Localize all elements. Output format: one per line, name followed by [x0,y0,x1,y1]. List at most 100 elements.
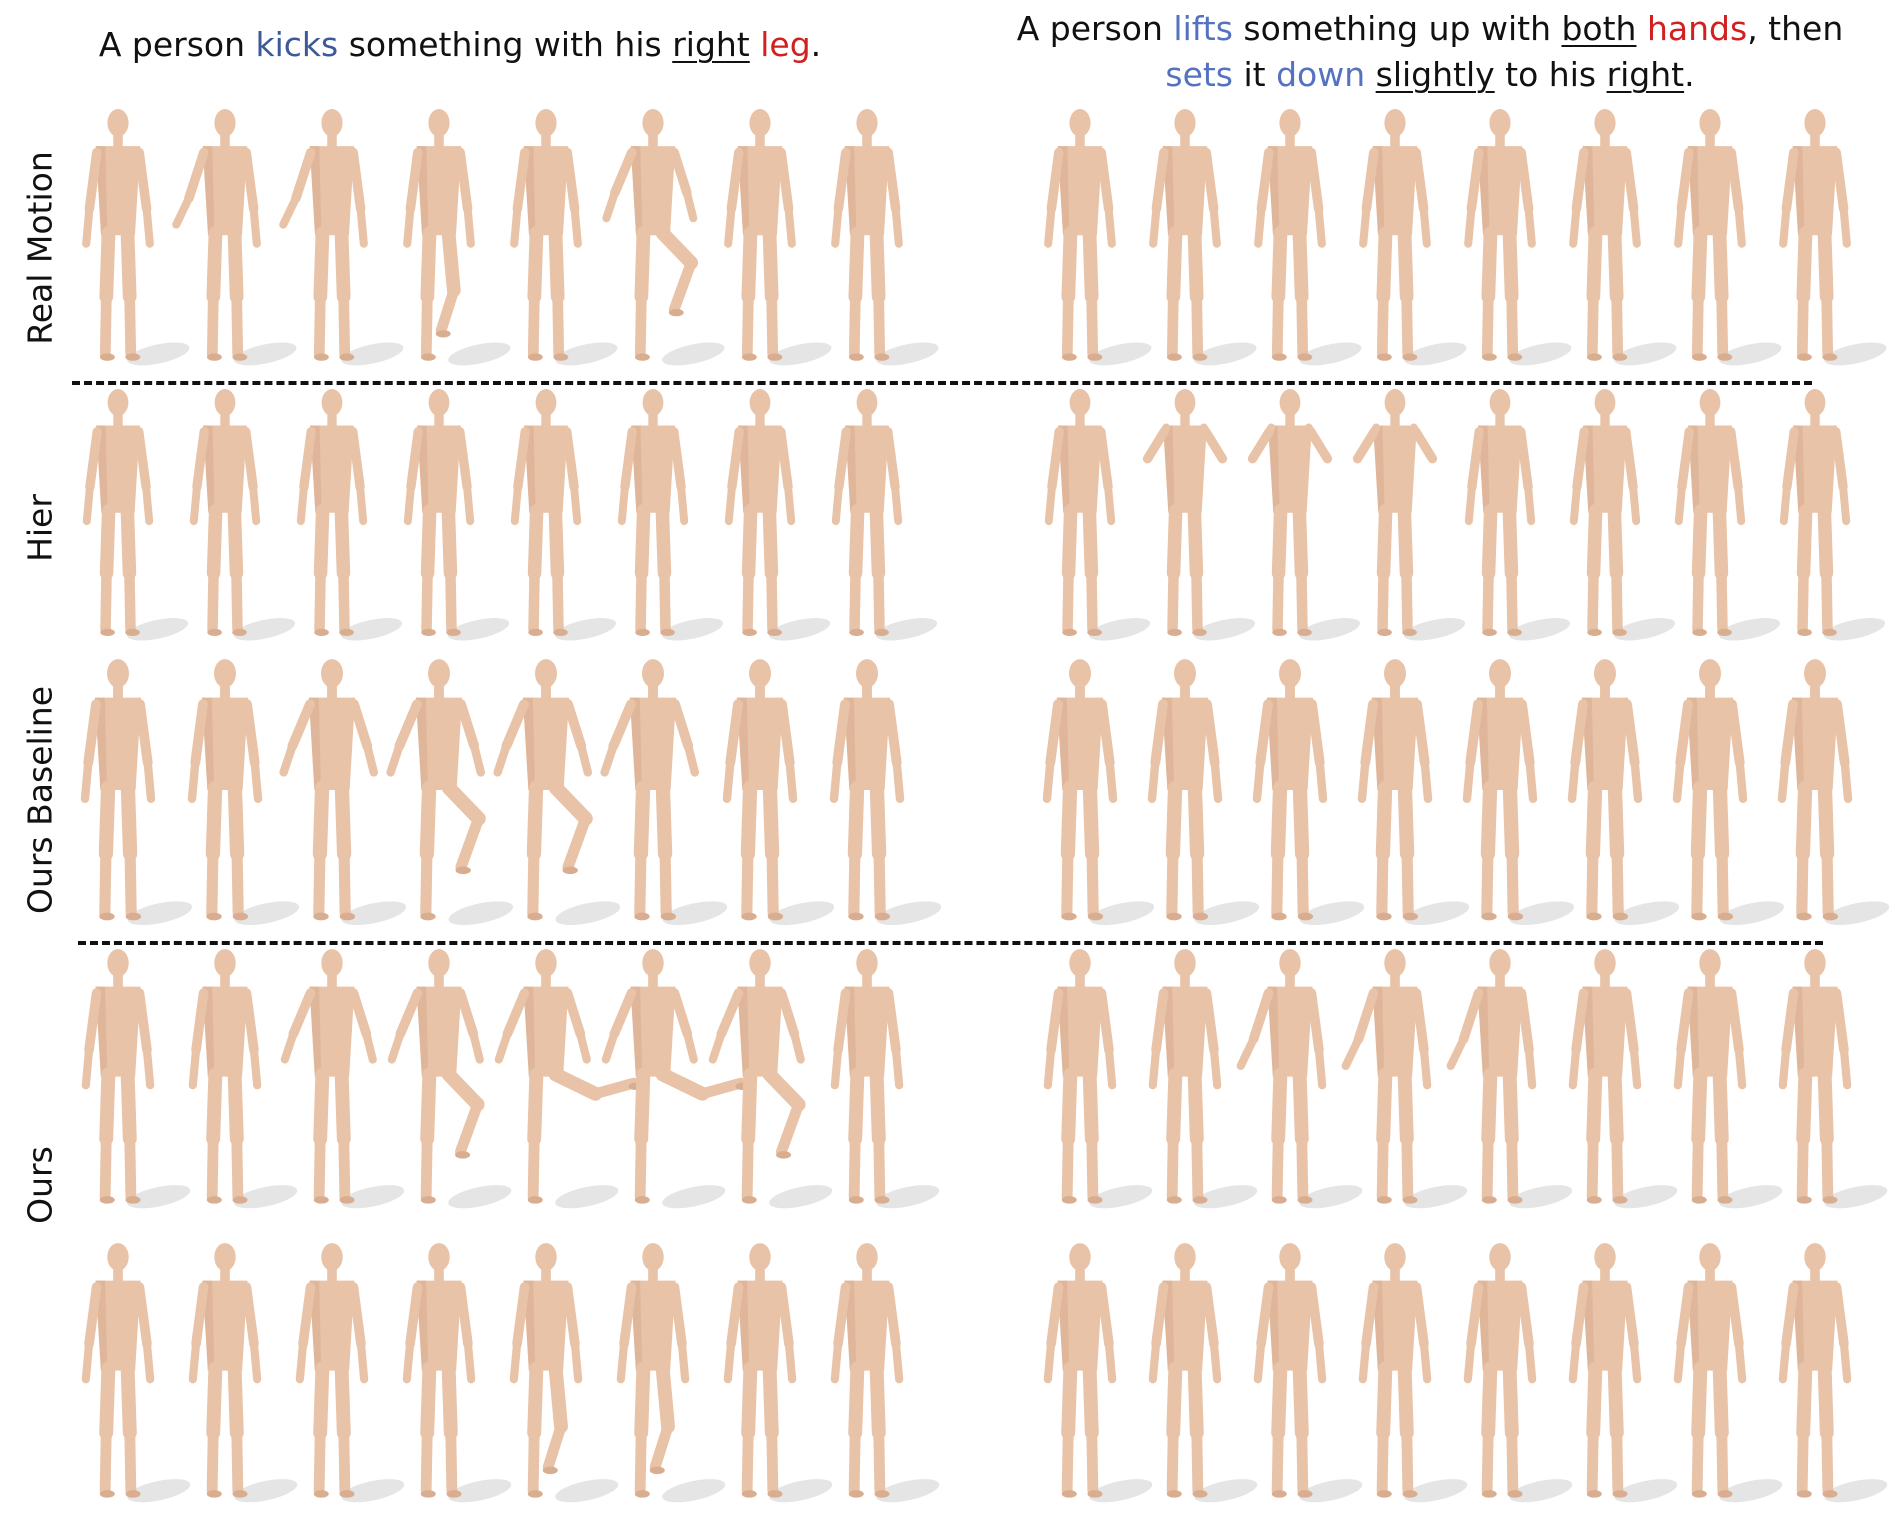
human-figure [81,949,191,1209]
caption-word: A person [98,25,256,64]
human-figure [1674,109,1782,366]
human-figure [1147,659,1260,926]
human-figure [1446,949,1573,1209]
human-figure [80,659,193,926]
human-figure [1341,949,1468,1209]
human-figure [82,109,190,366]
caption-left: A person kicks something with his right … [20,22,900,68]
human-figure [188,949,298,1209]
human-figure [1352,389,1466,641]
human-figure [1148,949,1258,1209]
human-figure [1149,109,1257,366]
row-label-hier: Hier [20,494,60,562]
caption-word: it [1233,55,1277,94]
caption-word: . [1684,55,1695,94]
caption-right-line-2: sets it down slightly to his right. [970,52,1890,98]
human-figure [831,389,938,641]
human-figure [1779,389,1886,641]
caption-right-line-1: A person lifts something up with both ha… [970,6,1890,52]
human-figure [602,109,725,366]
human-figure [510,109,618,366]
caption-word: . [810,25,822,64]
caption-word: hands [1646,9,1748,48]
human-figure [1672,659,1785,926]
human-figure [1148,1243,1258,1503]
human-figure [617,389,724,641]
human-figure [386,659,514,926]
caption-word: both [1561,9,1637,48]
human-figure [387,949,512,1209]
human-figure [509,1243,619,1503]
human-figure [172,109,297,366]
human-figure [724,389,831,641]
human-figure [1044,389,1151,641]
caption-word: something with his [338,25,673,64]
human-figure [279,659,407,926]
human-figure [1236,949,1363,1209]
divider-bottom [78,941,1823,945]
human-figure [601,949,751,1209]
caption-right: A person lifts something up with both ha… [970,6,1890,98]
human-figure [494,949,644,1209]
human-figure [1359,109,1467,366]
human-figure [1142,389,1256,641]
human-figure [1254,109,1362,366]
human-figure [1358,1243,1468,1503]
human-figure [1462,659,1575,926]
human-figure [1673,1243,1783,1503]
human-figure [1569,109,1677,366]
human-figure [1569,389,1676,641]
human-figure [616,1243,726,1503]
caption-word: slightly [1375,55,1495,94]
human-figure [1568,1243,1678,1503]
human-figure [1357,659,1470,926]
human-figure [1247,389,1361,641]
human-figure [296,389,403,641]
caption-word: A person [1016,9,1174,48]
human-figure [403,389,510,641]
human-figure [1777,659,1890,926]
divider-top [72,381,1812,385]
caption-word: kicks [255,25,339,64]
caption-word: right [672,25,750,64]
human-figure [1568,949,1678,1209]
human-figure [189,389,296,641]
human-figure [81,1243,191,1503]
caption-word: leg [760,25,811,64]
human-figure [1464,389,1571,641]
human-figure [1043,949,1153,1209]
human-figure [723,1243,833,1503]
human-figure [1253,1243,1363,1503]
caption-word: to his [1494,55,1607,94]
caption-word: something up with [1232,9,1562,48]
human-figure [1673,949,1783,1209]
human-figure [708,949,833,1209]
human-figure [1567,659,1680,926]
row-label-ours: Ours [20,1146,60,1224]
human-figure [1043,1243,1153,1503]
human-figure [1778,949,1888,1209]
row-label-ours-baseline: Ours Baseline [20,685,60,915]
human-figure [1252,659,1365,926]
human-figure [1778,1243,1888,1503]
human-figure [1463,1243,1573,1503]
caption-word: down [1276,55,1366,94]
human-figure [1042,659,1155,926]
human-figure [280,949,405,1209]
human-figure [1044,109,1152,366]
human-figure [279,109,404,366]
human-figure [724,109,832,366]
caption-word: right [1606,55,1685,94]
caption-word: sets [1165,55,1234,94]
human-figure [295,1243,405,1503]
human-figure [600,659,728,926]
human-figure [831,109,939,366]
human-figure [402,1243,512,1503]
human-figure [188,1243,298,1503]
human-figure [493,659,621,926]
human-figure [830,949,940,1209]
human-figure [82,389,189,641]
human-figure [829,659,942,926]
human-figure [1674,389,1781,641]
